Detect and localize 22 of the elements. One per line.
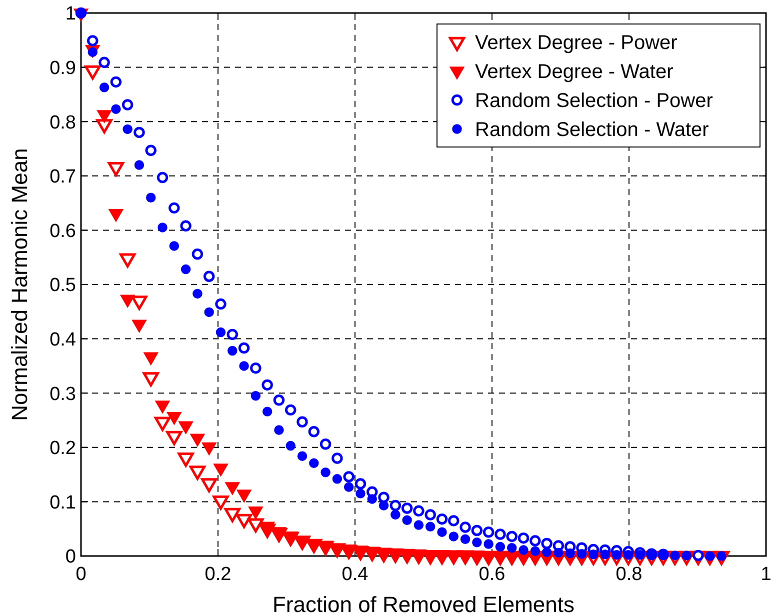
x-tick-label: 1: [760, 564, 772, 585]
legend-label: Random Selection - Power: [475, 90, 714, 112]
y-tick-label: 0.9: [50, 58, 76, 79]
y-tick-label: 0.2: [50, 438, 76, 460]
x-axis-title: Fraction of Removed Elements: [272, 592, 575, 614]
x-tick-label: 0.2: [204, 564, 232, 585]
y-axis-title: Normalized Harmonic Mean: [7, 148, 32, 421]
x-tick-label: 0.6: [478, 564, 506, 585]
y-tick-label: 1: [65, 4, 76, 25]
y-tick-label: 0.8: [50, 112, 76, 134]
y-tick-label: 0.7: [50, 166, 76, 188]
y-tick-label: 0.6: [50, 220, 76, 242]
y-tick-label: 0.1: [50, 492, 76, 514]
legend-label: Vertex Degree - Power: [475, 32, 678, 54]
y-tick-label: 0.5: [50, 275, 76, 296]
y-tick-label: 0.3: [50, 384, 76, 405]
x-tick-label: 0.8: [616, 564, 642, 585]
legend-label: Random Selection - Water: [475, 119, 710, 141]
y-tick-label: 0: [65, 546, 76, 568]
legend-label: Vertex Degree - Water: [475, 61, 674, 83]
x-tick-label: 0.4: [342, 564, 369, 585]
y-tick-label: 0.4: [50, 329, 76, 350]
